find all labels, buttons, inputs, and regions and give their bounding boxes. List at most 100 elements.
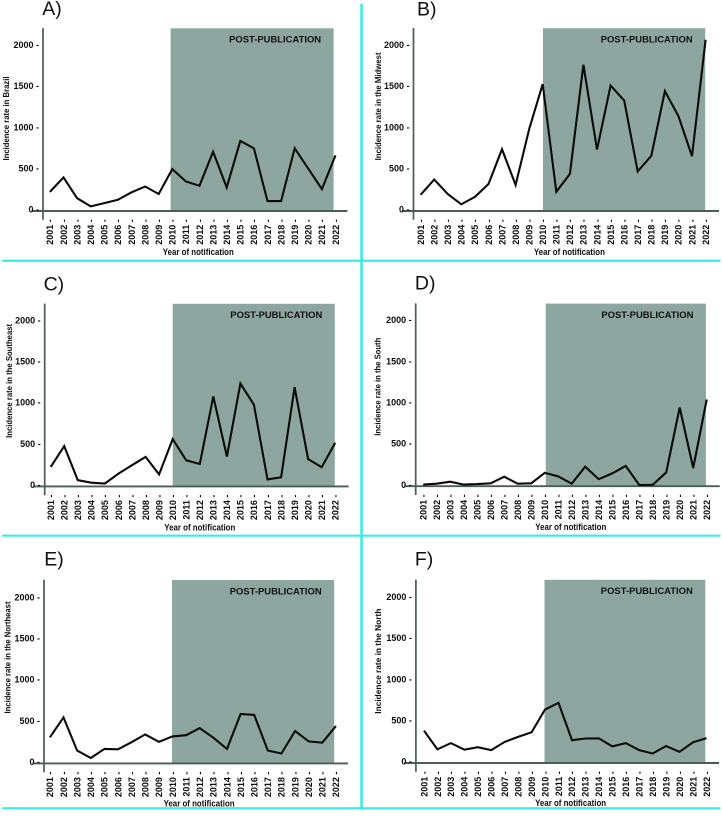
- svg-text:2000 -: 2000 -: [384, 40, 410, 50]
- svg-text:2002 -: 2002 -: [59, 772, 69, 798]
- svg-text:2004 -: 2004 -: [460, 771, 470, 797]
- svg-text:2018 -: 2018 -: [647, 219, 657, 245]
- svg-text:2009 -: 2009 -: [154, 772, 164, 798]
- svg-text:2006 -: 2006 -: [114, 495, 124, 521]
- svg-text:2003 -: 2003 -: [446, 494, 456, 520]
- svg-text:1000 -: 1000 -: [13, 122, 39, 132]
- svg-text:2006 -: 2006 -: [487, 771, 497, 797]
- svg-text:1000 -: 1000 -: [14, 675, 40, 685]
- svg-text:2007 -: 2007 -: [500, 771, 510, 797]
- svg-text:2022 -: 2022 -: [702, 494, 712, 520]
- svg-text:Incidence rate in the Northeas: Incidence rate in the Northeast: [3, 601, 13, 713]
- svg-text:2013 -: 2013 -: [581, 494, 591, 520]
- svg-text:2005 -: 2005 -: [100, 495, 110, 521]
- svg-text:2015 -: 2015 -: [236, 772, 246, 798]
- svg-text:Incidence rate in Brazil: Incidence rate in Brazil: [1, 77, 11, 161]
- svg-text:2000 -: 2000 -: [15, 315, 41, 325]
- svg-text:2018 -: 2018 -: [648, 771, 658, 797]
- svg-text:1500 -: 1500 -: [386, 633, 412, 643]
- svg-text:2012 -: 2012 -: [567, 494, 577, 520]
- svg-text:2011 -: 2011 -: [554, 494, 564, 519]
- svg-text:1000 -: 1000 -: [15, 398, 41, 408]
- svg-text:Incidence rate in the Midwest: Incidence rate in the Midwest: [373, 52, 383, 160]
- svg-text:POST-PUBLICATION: POST-PUBLICATION: [601, 35, 693, 46]
- svg-text:POST-PUBLICATION: POST-PUBLICATION: [601, 586, 693, 597]
- svg-text:2002 -: 2002 -: [430, 219, 440, 245]
- svg-text:2003 -: 2003 -: [72, 219, 82, 245]
- svg-text:2007 -: 2007 -: [127, 772, 137, 798]
- svg-text:2001 -: 2001 -: [416, 219, 426, 245]
- svg-text:2001 -: 2001 -: [419, 494, 429, 520]
- svg-text:2007 -: 2007 -: [497, 219, 507, 245]
- svg-text:2003 -: 2003 -: [446, 771, 456, 797]
- svg-text:2013 -: 2013 -: [581, 771, 591, 797]
- svg-text:Year of notification: Year of notification: [164, 522, 235, 532]
- svg-text:2014 -: 2014 -: [222, 219, 232, 245]
- svg-text:500 -: 500 -: [18, 164, 39, 174]
- svg-text:Incidence rate in the North: Incidence rate in the North: [373, 609, 383, 714]
- svg-text:2015 -: 2015 -: [608, 771, 618, 797]
- svg-text:B): B): [417, 0, 437, 21]
- svg-text:2001 -: 2001 -: [419, 771, 429, 797]
- svg-text:2000 -: 2000 -: [13, 40, 39, 50]
- svg-text:2009 -: 2009 -: [154, 219, 164, 245]
- svg-text:2006 -: 2006 -: [113, 219, 123, 245]
- svg-text:2016 -: 2016 -: [620, 219, 630, 245]
- svg-text:2002 -: 2002 -: [432, 494, 442, 520]
- svg-text:2021 -: 2021 -: [689, 494, 699, 520]
- svg-text:2007 -: 2007 -: [127, 219, 137, 245]
- svg-text:2010 -: 2010 -: [168, 219, 178, 245]
- svg-text:2016 -: 2016 -: [250, 772, 260, 798]
- svg-text:2006 -: 2006 -: [486, 494, 496, 520]
- svg-text:2003 -: 2003 -: [443, 219, 453, 245]
- svg-text:2005 -: 2005 -: [470, 219, 480, 245]
- svg-text:2011 -: 2011 -: [552, 219, 562, 244]
- svg-text:2016 -: 2016 -: [621, 771, 631, 797]
- svg-text:2011 -: 2011 -: [181, 219, 191, 244]
- svg-text:A): A): [42, 0, 62, 20]
- svg-text:2021 -: 2021 -: [317, 219, 327, 245]
- svg-text:2022 -: 2022 -: [331, 772, 341, 798]
- svg-text:2021 -: 2021 -: [688, 771, 698, 797]
- svg-text:2003 -: 2003 -: [73, 495, 83, 521]
- svg-text:2020 -: 2020 -: [675, 771, 685, 797]
- svg-text:2005 -: 2005 -: [100, 772, 110, 798]
- svg-text:2011 -: 2011 -: [182, 495, 192, 520]
- svg-text:1500 -: 1500 -: [386, 356, 412, 366]
- svg-text:Incidence rate in the Southeas: Incidence rate in the Southeast: [4, 324, 14, 438]
- svg-text:0 -: 0 -: [401, 757, 412, 767]
- svg-text:2013 -: 2013 -: [208, 219, 218, 245]
- svg-text:2009 -: 2009 -: [154, 495, 164, 521]
- svg-text:Incidence rate in the South: Incidence rate in the South: [373, 338, 383, 436]
- svg-text:500 -: 500 -: [20, 439, 41, 449]
- svg-text:1000 -: 1000 -: [386, 674, 412, 684]
- svg-text:2010 -: 2010 -: [538, 219, 548, 245]
- svg-text:2017 -: 2017 -: [263, 772, 273, 798]
- svg-text:1500 -: 1500 -: [15, 357, 41, 367]
- svg-text:2002 -: 2002 -: [59, 219, 69, 245]
- svg-text:Year of notification: Year of notification: [535, 798, 606, 808]
- svg-text:POST-PUBLICATION: POST-PUBLICATION: [229, 35, 321, 46]
- svg-text:500 -: 500 -: [391, 439, 412, 449]
- svg-text:2014 -: 2014 -: [592, 219, 602, 245]
- svg-text:D): D): [415, 273, 436, 295]
- svg-text:0 -: 0 -: [28, 205, 39, 215]
- svg-text:2010 -: 2010 -: [540, 771, 550, 797]
- svg-text:2006 -: 2006 -: [113, 772, 123, 798]
- svg-text:2003 -: 2003 -: [72, 772, 82, 798]
- svg-text:2001 -: 2001 -: [45, 772, 55, 798]
- svg-text:2004 -: 2004 -: [459, 494, 469, 520]
- svg-text:1000 -: 1000 -: [384, 122, 410, 132]
- svg-text:2013 -: 2013 -: [579, 219, 589, 245]
- svg-text:2017 -: 2017 -: [263, 495, 273, 521]
- svg-text:2015 -: 2015 -: [608, 494, 618, 520]
- svg-text:1000 -: 1000 -: [386, 398, 412, 408]
- svg-text:2017 -: 2017 -: [263, 219, 273, 245]
- svg-text:2017 -: 2017 -: [635, 494, 645, 520]
- svg-text:2009 -: 2009 -: [527, 771, 537, 797]
- svg-text:2012 -: 2012 -: [567, 771, 577, 797]
- svg-text:2011 -: 2011 -: [181, 772, 191, 797]
- svg-text:2012 -: 2012 -: [195, 495, 205, 521]
- svg-text:2020 -: 2020 -: [675, 494, 685, 520]
- svg-text:2014 -: 2014 -: [594, 494, 604, 520]
